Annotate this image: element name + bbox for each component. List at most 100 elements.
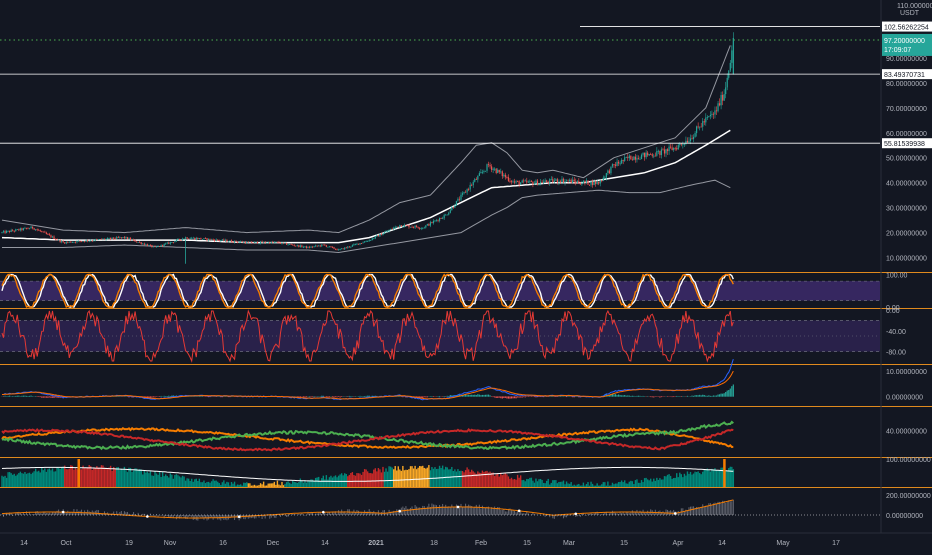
volume-osc-bar bbox=[133, 470, 134, 487]
macd-histogram-bar bbox=[528, 396, 529, 397]
candle-body bbox=[537, 181, 538, 186]
volume-osc-bar bbox=[257, 486, 258, 487]
volume-osc-bar bbox=[384, 472, 385, 487]
momentum-bar bbox=[199, 515, 200, 517]
volume-osc-bar bbox=[517, 475, 518, 487]
macd-histogram-bar bbox=[538, 396, 539, 397]
macd-line bbox=[2, 359, 733, 400]
candle-body bbox=[298, 245, 299, 247]
candle-body bbox=[453, 207, 454, 208]
momentum-bar bbox=[708, 503, 709, 515]
momentum-bar bbox=[494, 507, 495, 515]
volume-osc-bar bbox=[514, 479, 515, 487]
momentum-bar bbox=[346, 513, 347, 515]
volume-osc-bar bbox=[671, 479, 672, 487]
candle-body bbox=[9, 231, 10, 232]
candle-body bbox=[154, 246, 155, 247]
candle-body bbox=[17, 229, 18, 230]
macd-histogram-bar bbox=[437, 396, 438, 397]
volume-osc-bar bbox=[202, 482, 203, 487]
macd-histogram-bar bbox=[474, 395, 475, 397]
volume-osc-bar bbox=[408, 469, 409, 487]
volume-osc-bar bbox=[225, 484, 226, 487]
candle-body bbox=[177, 239, 178, 240]
volume-osc-bar bbox=[639, 483, 640, 487]
macd-histogram-bar bbox=[165, 396, 166, 397]
volume-osc-bar bbox=[390, 467, 391, 487]
volume-osc-bar bbox=[460, 471, 461, 487]
volume-osc-bar bbox=[564, 484, 565, 487]
candle-body bbox=[135, 240, 136, 242]
momentum-bar bbox=[666, 509, 667, 515]
candle-body bbox=[79, 241, 80, 242]
macd-histogram-bar bbox=[38, 396, 39, 397]
momentum-bar bbox=[47, 513, 48, 515]
volume-osc-bar bbox=[281, 482, 282, 487]
candle-body bbox=[263, 242, 264, 243]
momentum-bar bbox=[453, 507, 454, 515]
volume-osc-bar bbox=[115, 468, 116, 487]
time-tick-label: 18 bbox=[430, 540, 438, 547]
macd-histogram-bar bbox=[705, 396, 706, 397]
candle-body bbox=[514, 181, 515, 182]
candle-body bbox=[552, 179, 553, 182]
macd-histogram-bar bbox=[730, 389, 731, 397]
momentum-bar bbox=[382, 510, 383, 515]
price-tick-label: 70.00000000 bbox=[886, 106, 927, 113]
price-tick-label: 50.00000000 bbox=[886, 156, 927, 163]
time-tick-label: 15 bbox=[523, 540, 531, 547]
volume-osc-bar bbox=[697, 471, 698, 487]
momentum-bar bbox=[511, 510, 512, 515]
volume-osc-bar bbox=[122, 470, 123, 487]
volume-osc-bar bbox=[699, 473, 700, 487]
volume-osc-bar bbox=[191, 479, 192, 487]
candle-body bbox=[444, 215, 445, 218]
momentum-bar bbox=[370, 511, 371, 515]
volume-osc-bar bbox=[454, 469, 455, 487]
macd-histogram-bar bbox=[505, 396, 506, 397]
candle-body bbox=[23, 228, 24, 230]
candle-body bbox=[568, 180, 569, 181]
macd-histogram-bar bbox=[679, 396, 680, 397]
candle-body bbox=[523, 181, 524, 182]
volume-osc-bar bbox=[125, 470, 126, 487]
time-tick-label: 17 bbox=[832, 540, 840, 547]
candle-body bbox=[318, 246, 319, 247]
momentum-bar bbox=[733, 500, 734, 515]
momentum-bar bbox=[275, 515, 276, 518]
candle-body bbox=[653, 156, 654, 157]
volume-osc-bar bbox=[93, 467, 94, 487]
macd-histogram-bar bbox=[615, 394, 616, 397]
macd-histogram-bar bbox=[9, 396, 10, 397]
candle-body bbox=[223, 240, 224, 241]
candle-body bbox=[121, 237, 122, 238]
candle-body bbox=[525, 181, 526, 182]
candle-body bbox=[312, 247, 313, 248]
volume-osc-bar bbox=[73, 470, 74, 487]
candle-body bbox=[388, 230, 389, 231]
volume-osc-bar bbox=[163, 476, 164, 487]
candle-body bbox=[301, 245, 302, 247]
candle-body bbox=[590, 181, 591, 184]
momentum-bar bbox=[396, 509, 397, 515]
candle-body bbox=[138, 242, 139, 243]
candle-body bbox=[662, 149, 663, 150]
momentum-bar bbox=[324, 513, 325, 515]
volume-osc-bar bbox=[141, 470, 142, 487]
candle-body bbox=[655, 156, 656, 157]
volume-osc-bar bbox=[503, 474, 504, 487]
macd-histogram-bar bbox=[523, 396, 524, 397]
momentum-bar bbox=[422, 506, 423, 515]
macd-histogram-bar bbox=[659, 396, 660, 397]
candle-body bbox=[454, 206, 455, 208]
volume-osc-bar bbox=[316, 477, 317, 487]
candle-body bbox=[165, 243, 166, 244]
volume-osc-bar bbox=[176, 474, 177, 487]
volume-osc-bar bbox=[622, 482, 623, 487]
momentum-bar bbox=[690, 507, 691, 515]
macd-histogram-bar bbox=[362, 396, 363, 397]
candle-body bbox=[519, 181, 520, 184]
candle-body bbox=[502, 171, 503, 176]
